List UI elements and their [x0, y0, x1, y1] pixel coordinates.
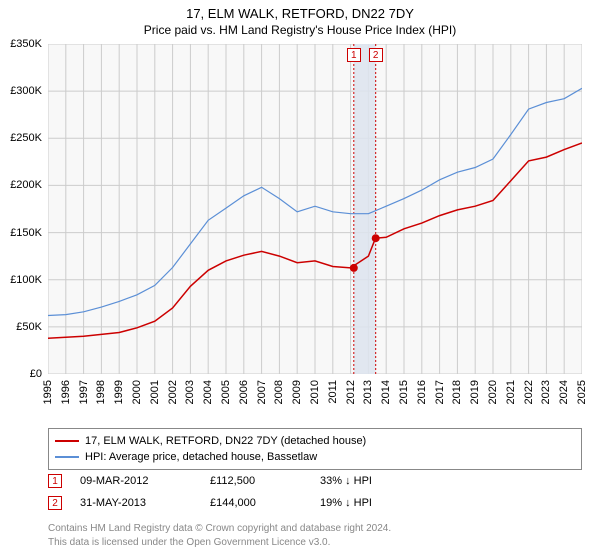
legend-box: 17, ELM WALK, RETFORD, DN22 7DY (detache… [48, 428, 582, 470]
x-tick-label: 2010 [309, 380, 321, 404]
plot-area: 12 [48, 44, 582, 374]
x-tick-label: 2016 [416, 380, 428, 404]
transaction-price: £112,500 [210, 475, 320, 487]
x-tick-label: 2022 [523, 380, 535, 404]
y-tick-label: £0 [30, 368, 42, 380]
x-axis-ticks: 1995199619971998199920002001200220032004… [48, 376, 582, 426]
x-tick-label: 2000 [131, 380, 143, 404]
x-tick-label: 2012 [345, 380, 357, 404]
transaction-date: 31-MAY-2013 [80, 497, 210, 509]
x-tick-label: 2003 [184, 380, 196, 404]
x-tick-label: 1996 [60, 380, 72, 404]
x-tick-label: 2019 [469, 380, 481, 404]
x-tick-label: 2005 [220, 380, 232, 404]
x-tick-label: 2017 [434, 380, 446, 404]
x-tick-label: 2021 [505, 380, 517, 404]
x-tick-label: 2013 [362, 380, 374, 404]
chart-marker-label: 2 [369, 48, 383, 62]
chart-container: 17, ELM WALK, RETFORD, DN22 7DY Price pa… [0, 0, 600, 560]
x-tick-label: 2006 [238, 380, 250, 404]
footnote-line: This data is licensed under the Open Gov… [48, 536, 582, 550]
x-tick-label: 2024 [558, 380, 570, 404]
transaction-delta: 19% ↓ HPI [320, 497, 440, 509]
chart-marker-label: 1 [347, 48, 361, 62]
y-tick-label: £200K [10, 179, 42, 191]
plot-svg [48, 44, 582, 374]
y-tick-label: £350K [10, 38, 42, 50]
x-tick-label: 2015 [398, 380, 410, 404]
y-tick-label: £100K [10, 274, 42, 286]
x-tick-label: 1999 [113, 380, 125, 404]
transaction-marker: 1 [48, 474, 62, 488]
x-tick-label: 2020 [487, 380, 499, 404]
transaction-delta: 33% ↓ HPI [320, 475, 440, 487]
transaction-date: 09-MAR-2012 [80, 475, 210, 487]
legend-row: HPI: Average price, detached house, Bass… [55, 449, 575, 465]
x-tick-label: 2011 [327, 380, 339, 404]
x-tick-label: 2009 [291, 380, 303, 404]
x-tick-label: 2008 [273, 380, 285, 404]
y-tick-label: £150K [10, 227, 42, 239]
transaction-marker: 2 [48, 496, 62, 510]
legend-label: 17, ELM WALK, RETFORD, DN22 7DY (detache… [85, 435, 366, 447]
legend-row: 17, ELM WALK, RETFORD, DN22 7DY (detache… [55, 433, 575, 449]
x-tick-label: 2023 [540, 380, 552, 404]
x-tick-label: 2004 [202, 380, 214, 404]
legend-swatch [55, 456, 79, 458]
y-tick-label: £300K [10, 85, 42, 97]
transaction-rows: 1 09-MAR-2012£112,50033% ↓ HPI 2 31-MAY-201… [48, 470, 582, 514]
chart-title: 17, ELM WALK, RETFORD, DN22 7DY [0, 0, 600, 21]
legend-swatch [55, 440, 79, 442]
legend-label: HPI: Average price, detached house, Bass… [85, 451, 317, 463]
x-tick-label: 1995 [42, 380, 54, 404]
x-tick-label: 2018 [451, 380, 463, 404]
x-tick-label: 2001 [149, 380, 161, 404]
x-tick-label: 2014 [380, 380, 392, 404]
x-tick-label: 2025 [576, 380, 588, 404]
x-tick-label: 2002 [167, 380, 179, 404]
footnote-line: Contains HM Land Registry data © Crown c… [48, 522, 582, 536]
chart-subtitle: Price paid vs. HM Land Registry's House … [0, 21, 600, 37]
x-tick-label: 2007 [256, 380, 268, 404]
y-tick-label: £250K [10, 132, 42, 144]
footnotes: Contains HM Land Registry data © Crown c… [48, 522, 582, 549]
transaction-price: £144,000 [210, 497, 320, 509]
y-axis-ticks: £0£50K£100K£150K£200K£250K£300K£350K [0, 44, 46, 374]
transaction-row: 2 31-MAY-2013£144,00019% ↓ HPI [48, 492, 582, 514]
x-tick-label: 1997 [78, 380, 90, 404]
x-tick-label: 1998 [95, 380, 107, 404]
y-tick-label: £50K [16, 321, 42, 333]
transaction-row: 1 09-MAR-2012£112,50033% ↓ HPI [48, 470, 582, 492]
